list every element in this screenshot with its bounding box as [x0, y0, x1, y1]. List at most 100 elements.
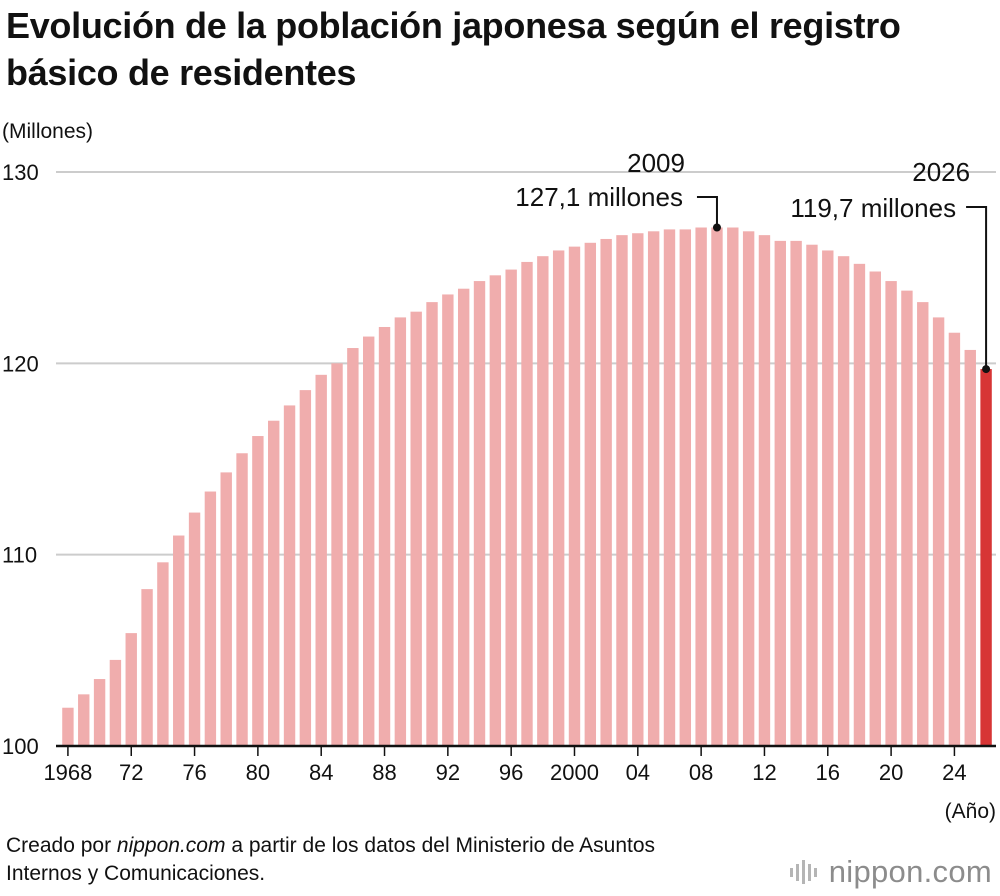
- x-axis-label: (Año): [945, 800, 996, 823]
- bar: [173, 535, 185, 746]
- y-axis-unit-label: (Millones): [2, 120, 93, 143]
- x-tick-label: 84: [309, 760, 333, 785]
- bar: [695, 227, 707, 747]
- bar: [489, 275, 502, 746]
- y-tick-label: 110: [2, 543, 37, 568]
- bar: [252, 436, 264, 746]
- bar: [537, 256, 549, 746]
- logo-bars-icon: [789, 860, 817, 884]
- y-tick-label: 130: [2, 160, 39, 185]
- annotation-leader: [966, 206, 988, 370]
- bar: [917, 302, 929, 746]
- source-credit: Creado por nippon.com a partir de los da…: [6, 832, 726, 888]
- bar: [457, 288, 470, 746]
- bar: [822, 250, 834, 746]
- bar: [647, 231, 660, 746]
- x-tick-label: 80: [246, 760, 270, 785]
- chart-title-line2: básico de residentes: [6, 52, 357, 93]
- x-tick-label: 96: [499, 760, 523, 785]
- bar: [568, 246, 581, 746]
- bar: [315, 374, 327, 746]
- bar: [109, 659, 122, 746]
- annotation-year-label: 2009: [627, 148, 685, 178]
- bar: [157, 562, 169, 746]
- bar: [632, 233, 644, 747]
- x-tick-label: 04: [626, 760, 650, 785]
- bar: [790, 240, 802, 746]
- bar: [932, 317, 945, 746]
- bar: [347, 348, 359, 746]
- bar: [758, 235, 771, 746]
- x-axis: 1968 72 76 80 84 88 92 96 2000 04 08 12 16 20 24: [43, 744, 996, 785]
- bar: [552, 250, 565, 746]
- bar: [299, 390, 312, 746]
- annotation-value-label: 119,7 millones: [790, 193, 956, 223]
- bar: [394, 317, 407, 746]
- bar: [268, 420, 280, 746]
- chart-title-line1: Evolución de la población japonesa según…: [6, 5, 901, 46]
- credit-source: nippon.com: [116, 834, 226, 857]
- credit-prefix: Creado por: [6, 834, 117, 857]
- x-tick-label: 24: [942, 760, 966, 785]
- bar: [62, 707, 74, 746]
- bar: [378, 326, 391, 746]
- bar: [125, 633, 137, 746]
- x-tick-label: 72: [119, 760, 143, 785]
- bar: [204, 491, 217, 746]
- bars-group: [62, 227, 992, 747]
- bar: [78, 694, 90, 746]
- bar: [727, 227, 739, 747]
- x-tick-label: 12: [752, 760, 776, 785]
- annotations-group: 2009 127,1 millones 2026 119,7 millones: [515, 148, 991, 374]
- chart-title: Evolución de la población japonesa según…: [6, 2, 996, 96]
- x-tick-label: 2000: [550, 760, 599, 785]
- bar: [521, 261, 533, 746]
- x-tick-label: 08: [689, 760, 713, 785]
- logo-text: nippon.com: [828, 854, 992, 889]
- annotation-year-label: 2026: [912, 157, 970, 187]
- bar: [885, 281, 897, 746]
- bar-highlight: [980, 369, 992, 746]
- credit-suffix: a partir de los datos del Ministerio de …: [6, 834, 656, 885]
- bar: [283, 405, 296, 746]
- bar: [584, 242, 597, 747]
- bar: [473, 281, 486, 746]
- bar: [188, 512, 201, 746]
- annotation-leader: [696, 196, 718, 228]
- x-tick-label: 16: [816, 760, 840, 785]
- bar: [964, 349, 976, 746]
- bar: [679, 229, 692, 746]
- bar: [869, 271, 881, 746]
- bar: [236, 453, 248, 746]
- bar: [948, 332, 961, 746]
- bar: [220, 472, 232, 746]
- x-tick-label: 76: [182, 760, 206, 785]
- x-tick-label: 20: [879, 760, 903, 785]
- bar: [426, 302, 438, 746]
- bar: [93, 679, 106, 746]
- bar: [742, 231, 755, 746]
- y-tick-label: 120: [2, 351, 39, 376]
- bar: [331, 363, 343, 746]
- bar: [774, 240, 786, 746]
- x-tick-label: 92: [436, 760, 460, 785]
- bar: [837, 256, 850, 746]
- nippon-logo[interactable]: nippon.com: [789, 852, 992, 892]
- bar: [853, 263, 866, 746]
- bar: [806, 244, 818, 746]
- bar: [711, 227, 723, 747]
- x-tick-label: 88: [372, 760, 396, 785]
- annotation-dot: [712, 223, 721, 232]
- bar: [410, 311, 422, 746]
- bar: [505, 269, 517, 746]
- y-tick-label: 100: [2, 734, 39, 759]
- x-tick-label: 1968: [43, 760, 92, 785]
- bar: [901, 290, 913, 746]
- bar: [616, 235, 628, 746]
- bar: [663, 229, 676, 746]
- bar: [442, 294, 454, 746]
- bar: [141, 589, 153, 746]
- annotation-value-label: 127,1 millones: [515, 182, 683, 212]
- bar: [363, 336, 375, 746]
- annotation-dot: [982, 365, 991, 374]
